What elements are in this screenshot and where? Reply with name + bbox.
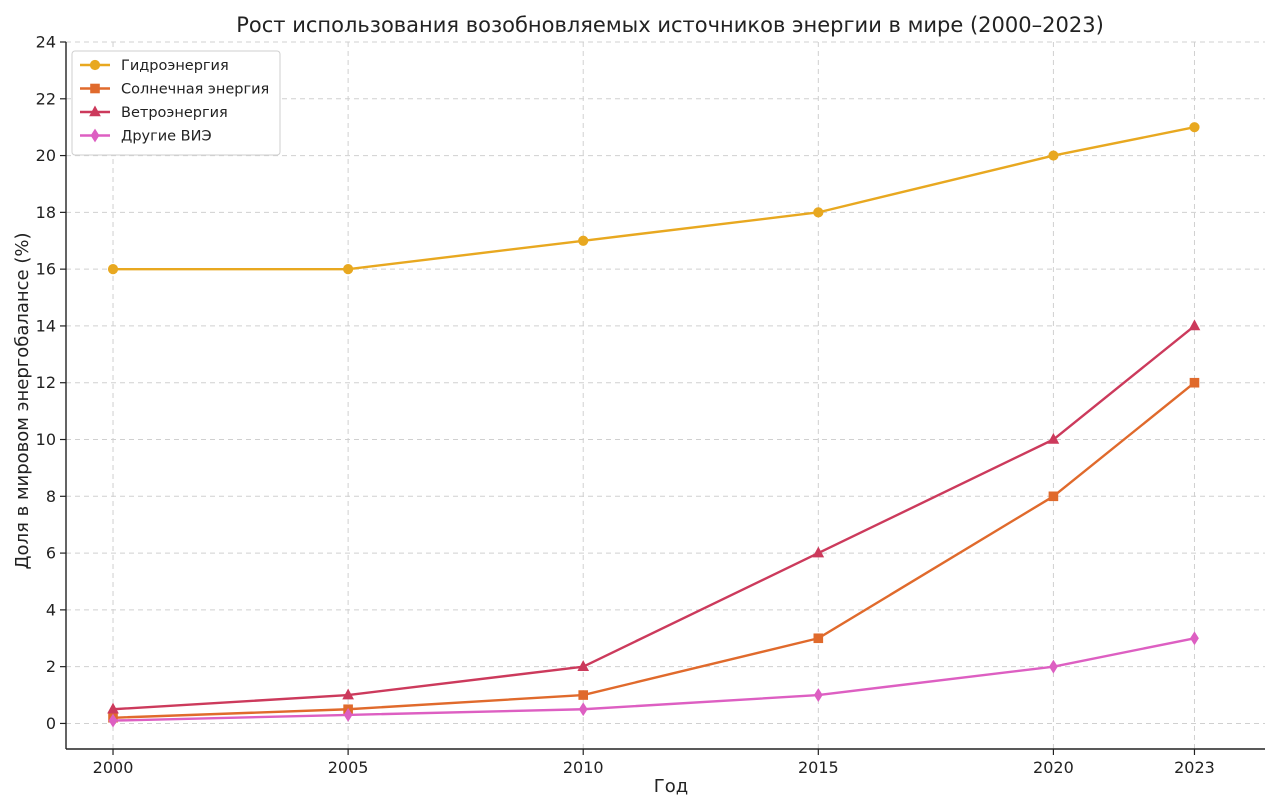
x-tick-label: 2005 bbox=[328, 758, 369, 777]
series-4 bbox=[108, 631, 1199, 728]
data-point-marker bbox=[578, 690, 589, 700]
x-tick-label: 2020 bbox=[1033, 758, 1074, 777]
legend-marker bbox=[89, 105, 101, 117]
data-point-marker bbox=[813, 207, 824, 218]
data-point-marker bbox=[1048, 150, 1059, 161]
legend-marker bbox=[90, 83, 100, 94]
legend-item: Другие ВИЭ bbox=[80, 129, 212, 145]
data-point-marker bbox=[577, 660, 590, 671]
data-point-marker bbox=[1048, 491, 1059, 502]
legend-box bbox=[71, 50, 281, 156]
y-tick-label: 24 bbox=[36, 33, 56, 52]
legend-label: Гидроэнергия bbox=[121, 58, 229, 74]
series-line bbox=[113, 126, 1195, 271]
data-point-marker bbox=[1188, 319, 1201, 331]
legend-item: Гидроэнергия bbox=[80, 58, 229, 74]
data-point-marker bbox=[108, 713, 118, 728]
series-line bbox=[112, 637, 1195, 722]
y-tick-label: 20 bbox=[36, 146, 56, 165]
data-point-marker bbox=[813, 688, 823, 702]
legend-label: Другие ВИЭ bbox=[121, 129, 212, 145]
legend-item: Солнечная энергия bbox=[80, 82, 269, 98]
y-tick-label: 4 bbox=[46, 600, 56, 619]
data-point-marker bbox=[107, 264, 119, 275]
x-tick-label: 2015 bbox=[798, 758, 839, 777]
series-group bbox=[107, 122, 1201, 728]
x-tick-label: 2023 bbox=[1174, 758, 1215, 777]
y-tick-label: 14 bbox=[36, 316, 56, 335]
series-line bbox=[112, 381, 1196, 719]
y-tick-label: 18 bbox=[36, 203, 56, 222]
data-point-marker bbox=[1190, 631, 1199, 646]
y-tick-label: 2 bbox=[46, 657, 56, 676]
data-point-marker bbox=[1189, 377, 1200, 388]
series-1 bbox=[107, 122, 1200, 275]
series-line bbox=[112, 325, 1196, 711]
data-point-marker bbox=[1189, 122, 1200, 133]
y-tick-label: 16 bbox=[36, 260, 56, 279]
data-point-marker bbox=[1047, 432, 1060, 444]
y-tick-label: 8 bbox=[46, 487, 56, 506]
series-2 bbox=[108, 377, 1200, 723]
legend-label: Ветроэнергия bbox=[121, 105, 228, 121]
data-point-marker bbox=[812, 546, 825, 558]
data-point-marker bbox=[343, 707, 353, 722]
x-tick-label: 2000 bbox=[93, 758, 134, 777]
data-point-marker bbox=[578, 702, 588, 717]
y-tick-label: 10 bbox=[36, 430, 56, 449]
y-tick-label: 0 bbox=[46, 714, 56, 733]
legend-marker bbox=[90, 128, 100, 143]
data-point-marker bbox=[1049, 659, 1058, 674]
y-tick-label: 6 bbox=[46, 544, 56, 563]
y-axis-title: Доля в мировом энергобалансе (%) bbox=[12, 233, 33, 570]
series-3 bbox=[107, 319, 1201, 714]
data-point-marker bbox=[342, 688, 354, 700]
legend: Гидроэнергия Солнечная энергия Ветроэнерги… bbox=[71, 50, 281, 156]
data-point-marker bbox=[343, 264, 354, 275]
chart-title: Рост использования возобновляемых источн… bbox=[236, 13, 1104, 37]
x-axis-title: Год bbox=[654, 776, 688, 797]
data-point-marker bbox=[578, 235, 589, 246]
y-tick-label: 12 bbox=[36, 373, 56, 392]
legend-item: Ветроэнергия bbox=[80, 105, 228, 121]
legend-marker bbox=[89, 59, 101, 71]
x-tick-label: 2010 bbox=[563, 758, 604, 777]
legend-label: Солнечная энергия bbox=[121, 82, 269, 98]
y-tick-label: 22 bbox=[36, 89, 56, 108]
axes bbox=[65, 42, 1265, 750]
data-point-marker bbox=[813, 633, 824, 644]
data-point-marker bbox=[107, 702, 119, 714]
